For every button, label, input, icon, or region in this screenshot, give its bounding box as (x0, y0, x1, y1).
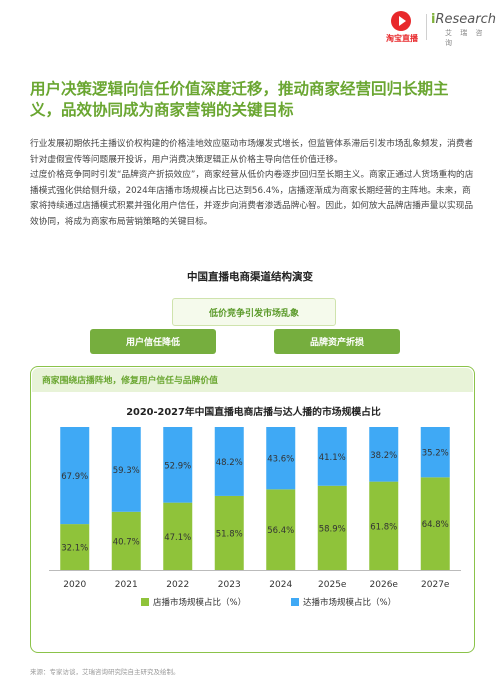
data-label-store-2022: 47.1% (164, 533, 191, 543)
data-label-store-2027e: 64.8% (422, 520, 449, 530)
data-label-store-2024: 56.4% (267, 526, 294, 536)
x-tick-label-2027e: 2027e (421, 580, 450, 590)
bar-store-2020 (60, 524, 90, 570)
bar-influencer-2024 (266, 427, 296, 490)
bar-store-2027e (420, 477, 450, 570)
data-label-store-2025e: 58.9% (319, 524, 346, 534)
bar-influencer-2025e (317, 427, 347, 486)
chart-title: 2020-2027年中国直播电商店播与达人播的市场规模占比 (126, 407, 381, 418)
bar-store-2021 (111, 511, 141, 570)
x-tick-label-2025e: 2025e (318, 580, 347, 590)
data-label-influencer-2025e: 41.1% (319, 453, 346, 463)
data-label-influencer-2027e: 35.2% (422, 449, 449, 459)
data-label-influencer-2024: 43.6% (267, 455, 294, 465)
bar-influencer-2027e (420, 427, 450, 478)
data-label-store-2020: 32.1% (61, 544, 88, 554)
header-divider (426, 14, 427, 40)
data-label-store-2023: 51.8% (216, 529, 243, 539)
x-tick-label-2020: 2020 (63, 580, 86, 590)
iresearch-logo: iResearch 艾 瑞 咨 询 (431, 12, 496, 47)
iresearch-logo-subtitle: 艾 瑞 咨 询 (445, 29, 486, 47)
channel-structure-diagram: 低价竞争引发市场乱象 用户信任降低 品牌资产折损 商家围绕店播阵地，修复用户信任… (30, 290, 475, 660)
panel-header: 商家围绕店播阵地，修复用户信任与品牌价值 (32, 368, 473, 392)
bar-store-2023 (214, 495, 244, 570)
legend-swatch-store (141, 598, 149, 606)
x-tick-label-2022: 2022 (166, 580, 189, 590)
brand-asset-loss-box: 品牌资产折损 (274, 329, 400, 354)
legend-swatch-influencer (291, 598, 299, 606)
bar-influencer-2022 (163, 427, 193, 503)
iresearch-logo-text: iResearch (431, 12, 496, 27)
data-label-influencer-2020: 67.9% (61, 472, 88, 482)
section-title: 中国直播电商渠道结构演变 (187, 271, 313, 283)
user-trust-decline-box: 用户信任降低 (90, 329, 216, 354)
bar-influencer-2020 (60, 427, 90, 525)
taobao-live-logo: 淘宝直播 (381, 11, 421, 49)
source-footnote: 来源：专家访谈，艾瑞咨询研究院自主研究及绘制。 (30, 668, 180, 676)
bar-store-2026e (369, 481, 399, 570)
data-label-store-2021: 40.7% (113, 537, 140, 547)
bar-influencer-2021 (111, 427, 141, 512)
store-live-chart-panel: 商家围绕店播阵地，修复用户信任与品牌价值 2020-2027年中国直播电商店播与… (30, 366, 475, 653)
x-tick-label-2023: 2023 (218, 580, 241, 590)
data-label-influencer-2023: 48.2% (216, 458, 243, 468)
data-label-influencer-2026e: 38.2% (370, 451, 397, 461)
data-label-influencer-2021: 59.3% (113, 466, 140, 476)
page-headline: 用户决策逻辑向信任价值深度迁移，推动商家经营回归长期主义，品效协同成为商家营销的… (30, 80, 449, 119)
bar-influencer-2026e (369, 427, 399, 482)
x-tick-label-2026e: 2026e (370, 580, 399, 590)
bar-store-2024 (266, 489, 296, 570)
bar-store-2022 (163, 502, 193, 570)
paragraph-1: 行业发展初期依托主播议价权构建的价格洼地效应驱动市场爆发式增长，但监管体系滞后引… (30, 139, 474, 165)
bar-influencer-2023 (214, 427, 244, 496)
legend-label-influencer: 达播市场规模占比（%） (303, 597, 396, 608)
stacked-bar-chart: 32.1% 67.9% 2020 40.7% 59.3% 2021 47.1% 52.9% 20… (49, 427, 461, 608)
play-icon (391, 11, 411, 31)
bar-store-2025e (317, 485, 347, 570)
data-label-influencer-2022: 52.9% (164, 461, 191, 471)
low-price-competition-box: 低价竞争引发市场乱象 (172, 298, 336, 326)
taobao-live-logo-text: 淘宝直播 (386, 34, 418, 43)
data-label-store-2026e: 61.8% (370, 522, 397, 532)
legend-label-store: 店播市场规模占比（%） (153, 597, 246, 608)
x-tick-label-2024: 2024 (269, 580, 292, 590)
x-tick-label-2021: 2021 (115, 580, 138, 590)
paragraph-2: 过度价格竞争同时引发“品牌资产折损效应”，商家经营从低价内卷逐步回归至长期主义。… (30, 170, 474, 227)
